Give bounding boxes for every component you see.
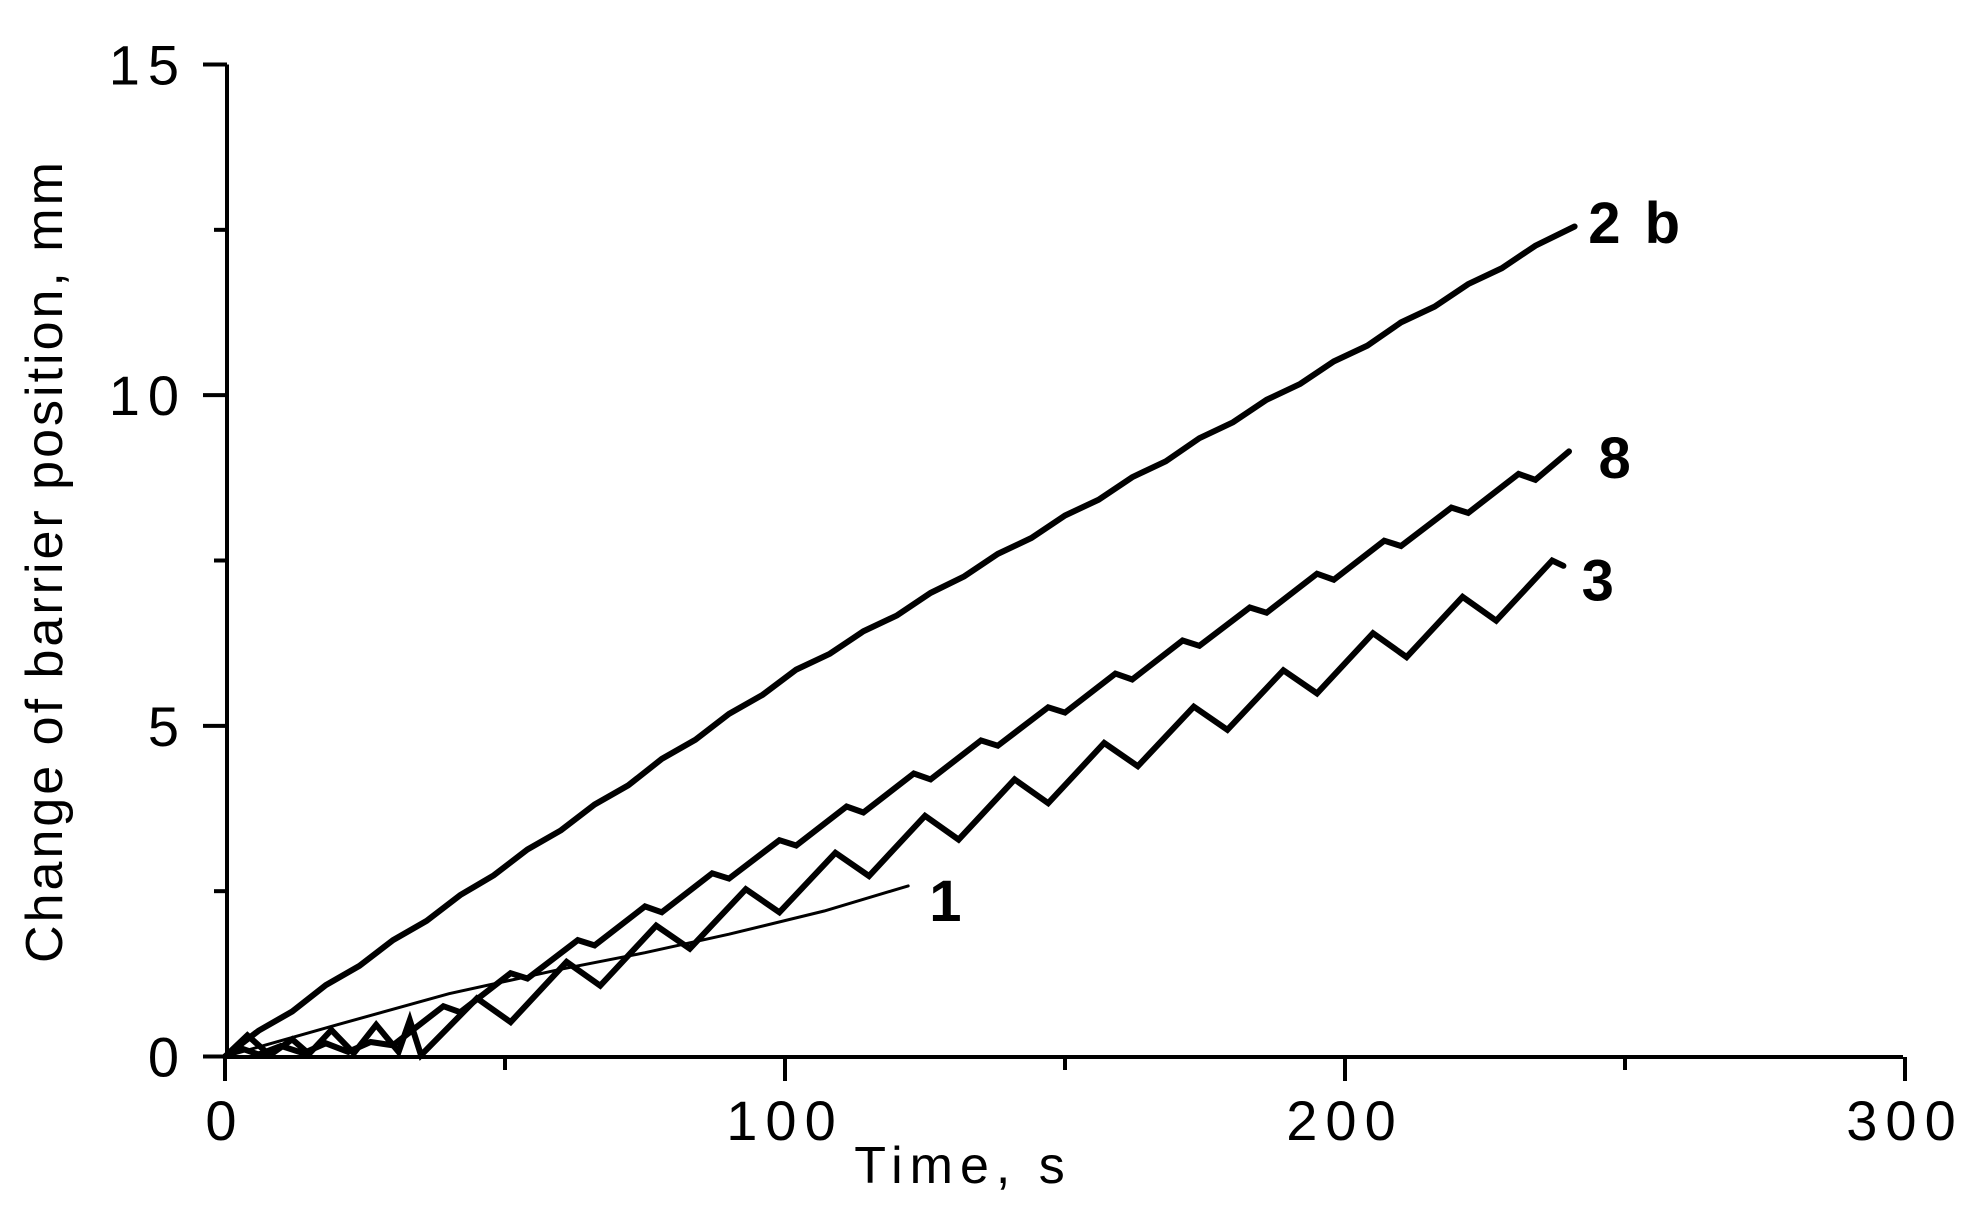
series-label-2-b: 2 b [1588,191,1684,256]
series-curve-3 [222,556,1567,1061]
ticks-group [203,62,1907,1081]
x-tick-label: 100 [726,1089,843,1152]
y-axis-title: Change of barrier position, mm [16,159,74,963]
series-curve-1 [223,884,910,1058]
y-tick-label: 0 [148,1026,187,1089]
y-tick-label: 10 [109,364,187,427]
x-tick-label: 200 [1286,1089,1403,1152]
y-tick-label: 15 [109,34,187,97]
series-curve-8 [222,448,1572,1060]
y-tick-label: 5 [148,695,187,758]
x-tick-label: 300 [1846,1089,1963,1152]
series-label-3: 3 [1582,548,1618,613]
x-tick-label: 0 [205,1089,244,1152]
curves-group [222,223,1578,1061]
x-axis-title: Time, s [854,1137,1072,1195]
series-label-8: 8 [1598,426,1634,491]
curve-labels-group: 2 b 8 3 1 [929,191,1684,934]
series-label-1: 1 [929,869,965,934]
tick-labels-group: 0 100 200 300 0 5 10 15 [109,34,1963,1152]
series-curve-2-b [222,223,1578,1060]
